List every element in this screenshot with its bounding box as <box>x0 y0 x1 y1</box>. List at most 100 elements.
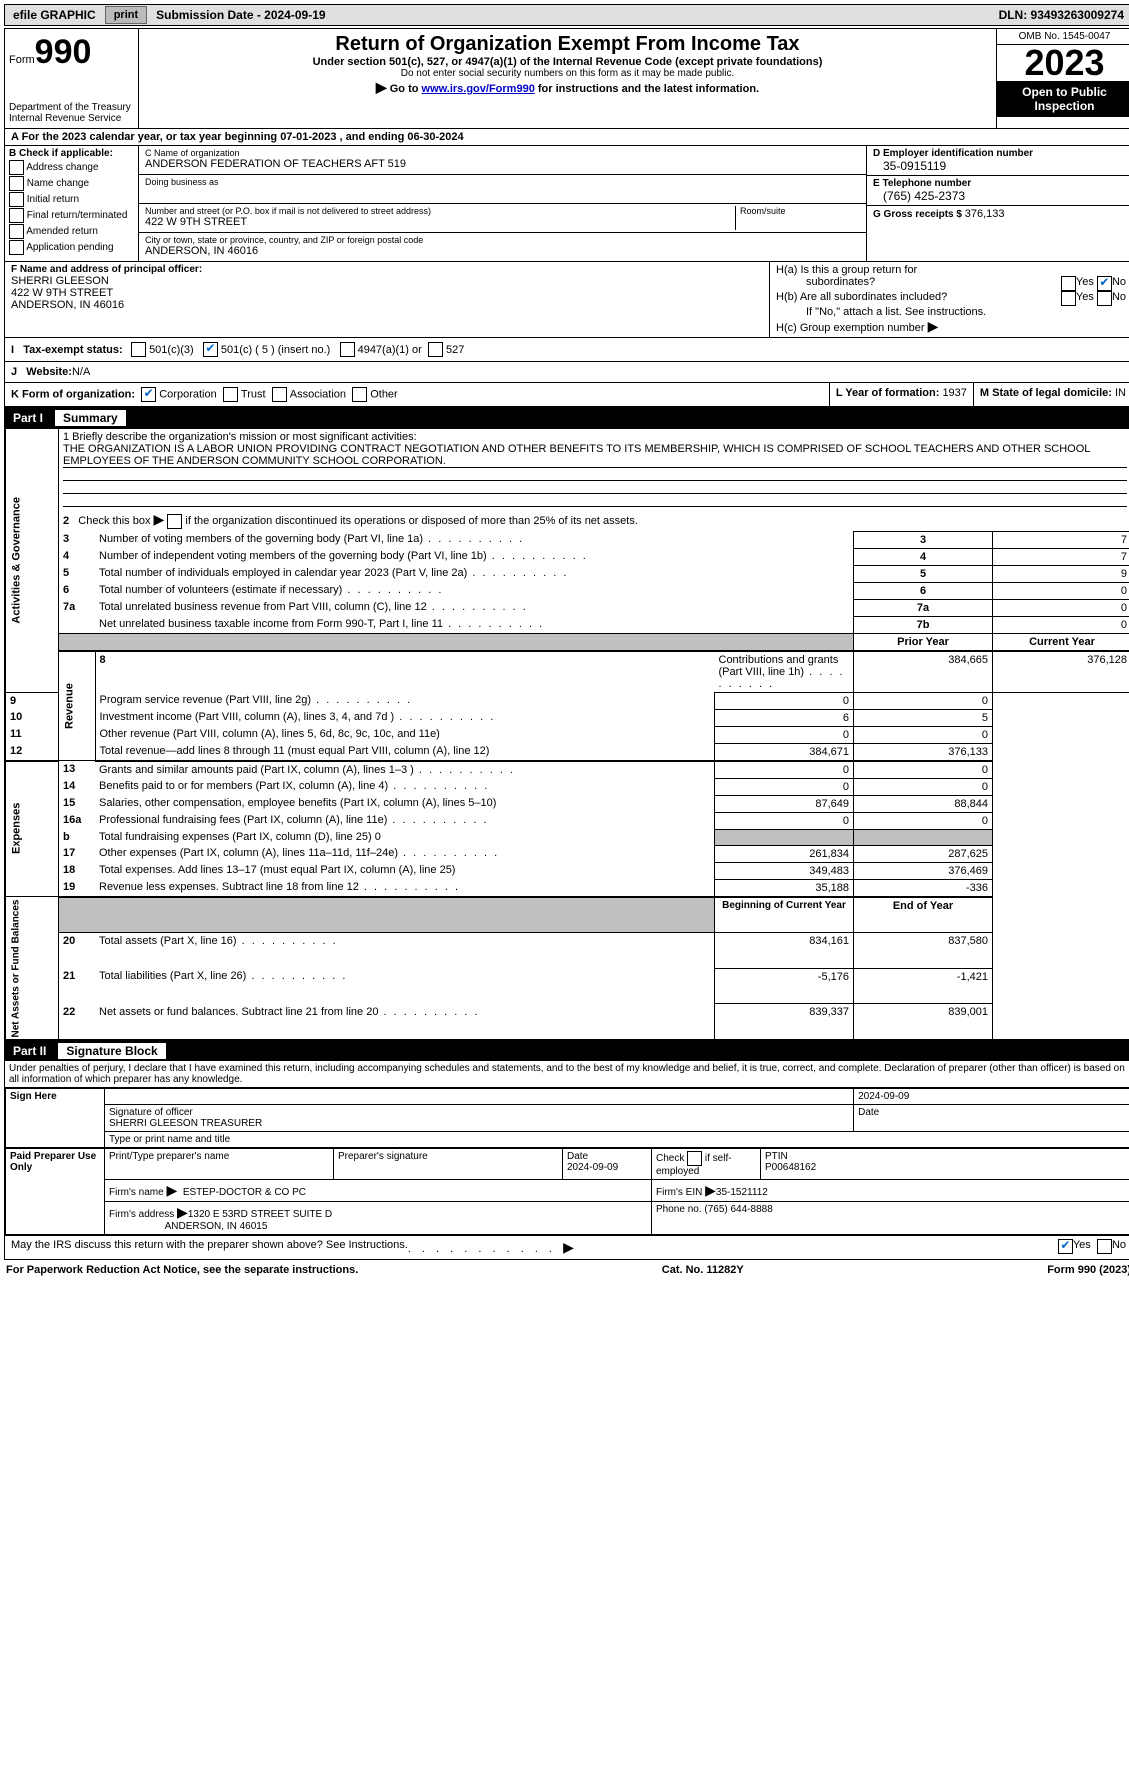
chk-4947[interactable] <box>340 342 355 357</box>
discuss-yes[interactable] <box>1058 1239 1073 1254</box>
side-label-exp: Expenses <box>6 761 59 897</box>
chk-initial-return[interactable]: Initial return <box>9 192 134 207</box>
firm-phone: (765) 644-8888 <box>704 1204 772 1215</box>
dln-label: DLN: 93493263009274 <box>991 6 1129 24</box>
chk-assoc[interactable] <box>272 387 287 402</box>
ptin-cell: PTINP00648162 <box>761 1149 1129 1180</box>
ein-value: 35-0915119 <box>873 159 1126 173</box>
sign-here-table: Sign Here 2024-09-09 Signature of office… <box>5 1088 1129 1148</box>
hb-no[interactable] <box>1097 291 1112 306</box>
footer-right: Form 990 (2023) <box>1047 1264 1129 1276</box>
box-j: J Website: N/A <box>5 362 1129 383</box>
form-id-cell: Form990 Department of the Treasury Inter… <box>5 29 139 128</box>
chk-527[interactable] <box>428 342 443 357</box>
hb-yes[interactable] <box>1061 291 1076 306</box>
org-name-label: C Name of organization <box>145 148 860 158</box>
officer-name-title: SHERRI GLEESON TREASURER <box>109 1118 262 1129</box>
ag-row-5: 5Total number of individuals employed in… <box>6 565 1129 582</box>
footer-left: For Paperwork Reduction Act Notice, see … <box>6 1264 358 1276</box>
chk-501c[interactable] <box>203 342 218 357</box>
exp-row: 15Salaries, other compensation, employee… <box>6 795 1129 812</box>
exp-row: 18Total expenses. Add lines 13–17 (must … <box>6 862 1129 879</box>
officer-label: F Name and address of principal officer: <box>11 264 763 275</box>
box-m: M State of legal domicile: IN <box>973 383 1129 406</box>
exp-row: 17Other expenses (Part IX, column (A), l… <box>6 845 1129 862</box>
exp-row: 14Benefits paid to or for members (Part … <box>6 778 1129 795</box>
gross-label: G Gross receipts $ <box>873 209 965 220</box>
chk-final-return[interactable]: Final return/terminated <box>9 208 134 223</box>
form-subtitle-1: Under section 501(c), 527, or 4947(a)(1)… <box>143 56 992 68</box>
chk-discontinued[interactable] <box>167 514 182 529</box>
street-label: Number and street (or P.O. box if mail i… <box>145 206 735 216</box>
box-f: F Name and address of principal officer:… <box>5 262 769 337</box>
form-number: 990 <box>35 33 92 71</box>
box-c: C Name of organization ANDERSON FEDERATI… <box>139 146 866 261</box>
side-label-rev: Revenue <box>59 651 96 761</box>
chk-501c3[interactable] <box>131 342 146 357</box>
exp-row: 16aProfessional fundraising fees (Part I… <box>6 812 1129 829</box>
chk-trust[interactable] <box>223 387 238 402</box>
prep-date-cell: Date2024-09-09 <box>563 1149 652 1180</box>
print-button[interactable]: print <box>105 6 147 24</box>
tax-status-label: I Tax-exempt status: <box>11 344 131 356</box>
header-right: OMB No. 1545-0047 2023 Open to PublicIns… <box>996 29 1129 128</box>
section-fh: F Name and address of principal officer:… <box>5 262 1129 338</box>
part1-header: Part I Summary <box>5 408 1129 428</box>
line2: 2 Check this box ▶ if the organization d… <box>59 509 1129 531</box>
open-public-badge: Open to PublicInspection <box>997 81 1129 117</box>
dept-line2: Internal Revenue Service <box>9 113 134 124</box>
section-bcd: B Check if applicable: Address change Na… <box>5 146 1129 262</box>
ag-row-3: 3Number of voting members of the governi… <box>6 531 1129 548</box>
rev-row: 10Investment income (Part VIII, column (… <box>6 709 1129 726</box>
box-l: L Year of formation: 1937 <box>829 383 973 406</box>
efile-label: efile GRAPHIC <box>5 6 104 24</box>
sign-here-label: Sign Here <box>6 1089 105 1148</box>
net-row: 20Total assets (Part X, line 16)834,1618… <box>6 933 1129 968</box>
firm-ein: 35-1521112 <box>716 1187 768 1198</box>
ha-no[interactable] <box>1097 276 1112 291</box>
net-row: 22Net assets or fund balances. Subtract … <box>6 1004 1129 1040</box>
chk-name-change[interactable]: Name change <box>9 176 134 191</box>
paid-preparer-table: Paid Preparer Use Only Print/Type prepar… <box>5 1148 1129 1235</box>
street-value: 422 W 9TH STREET <box>145 216 735 228</box>
sig-date-top: 2024-09-09 <box>854 1089 1129 1105</box>
ha-yes[interactable] <box>1061 276 1076 291</box>
header-center: Return of Organization Exempt From Incom… <box>139 29 996 128</box>
chk-corp[interactable] <box>141 387 156 402</box>
tax-year: 2023 <box>997 45 1129 81</box>
net-row: 21Total liabilities (Part X, line 26)-5,… <box>6 968 1129 1003</box>
chk-other[interactable] <box>352 387 367 402</box>
chk-self-employed[interactable] <box>687 1151 702 1166</box>
box-h: H(a) Is this a group return for subordin… <box>769 262 1129 337</box>
prep-name-label: Print/Type preparer's name <box>105 1149 334 1180</box>
top-toolbar: efile GRAPHIC print Submission Date - 20… <box>4 4 1129 26</box>
line1-label: 1 Briefly describe the organization's mi… <box>63 431 1127 443</box>
sig-officer-label: Signature of officer <box>109 1107 193 1118</box>
form-word: Form <box>9 54 35 66</box>
name-title-label: Type or print name and title <box>105 1132 1129 1148</box>
footer-mid: Cat. No. 11282Y <box>662 1264 744 1276</box>
dba-label: Doing business as <box>145 177 860 187</box>
officer-addr1: 422 W 9TH STREET <box>11 287 763 299</box>
date-label: Date <box>854 1105 1129 1132</box>
box-b-header: B Check if applicable: <box>9 148 134 159</box>
city-label: City or town, state or province, country… <box>145 235 860 245</box>
ag-row-7b: Net unrelated business taxable income fr… <box>6 616 1129 633</box>
officer-addr2: ANDERSON, IN 46016 <box>11 299 763 311</box>
irs-link[interactable]: www.irs.gov/Form990 <box>422 83 535 95</box>
chk-address-change[interactable]: Address change <box>9 160 134 175</box>
discuss-no[interactable] <box>1097 1239 1112 1254</box>
chk-application-pending[interactable]: Application pending <box>9 240 134 255</box>
room-label: Room/suite <box>740 206 860 216</box>
chk-amended-return[interactable]: Amended return <box>9 224 134 239</box>
gross-value: 376,133 <box>965 208 1005 220</box>
part2-header: Part II Signature Block <box>5 1041 1129 1061</box>
firm-name: ESTEP-DOCTOR & CO PC <box>183 1187 306 1198</box>
hb2: If "No," attach a list. See instructions… <box>776 306 1126 318</box>
side-label-net: Net Assets or Fund Balances <box>6 897 59 1041</box>
box-b: B Check if applicable: Address change Na… <box>5 146 139 261</box>
box-d: D Employer identification number 35-0915… <box>866 146 1129 261</box>
city-value: ANDERSON, IN 46016 <box>145 245 860 257</box>
rev-row: 12Total revenue—add lines 8 through 11 (… <box>6 743 1129 761</box>
paid-preparer-label: Paid Preparer Use Only <box>6 1149 105 1235</box>
